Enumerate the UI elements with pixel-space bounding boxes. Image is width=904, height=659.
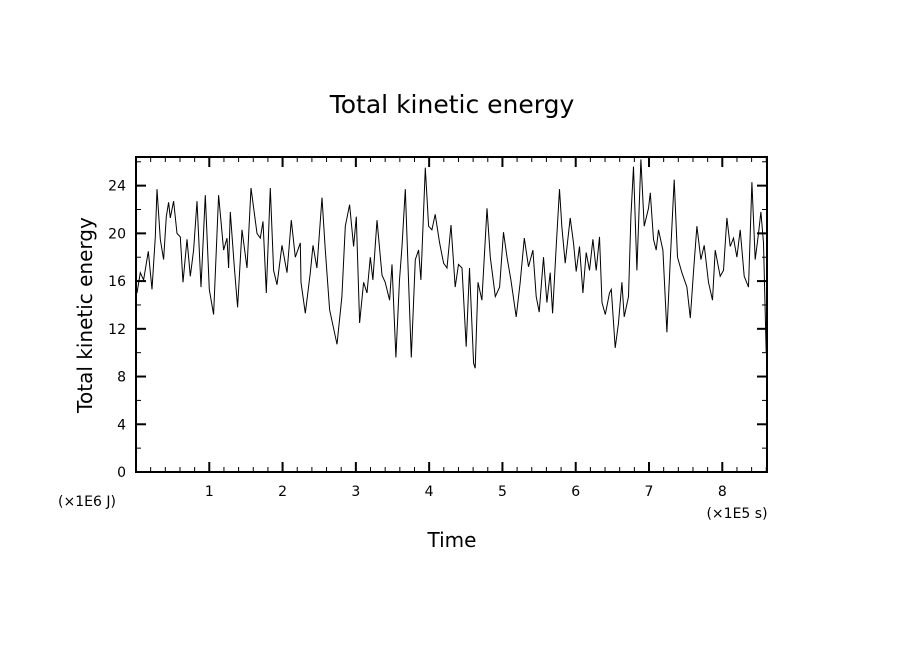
y-tick-label: 12	[108, 322, 126, 338]
y-tick-label: 0	[117, 465, 126, 481]
x-tick-label: 6	[571, 484, 580, 500]
x-tick-label: 1	[205, 484, 214, 500]
x-tick-label: 7	[645, 484, 654, 500]
y-tick-label: 8	[117, 370, 126, 386]
x-unit-label: (×1E5 s)	[706, 506, 767, 522]
plot-frame	[135, 156, 768, 473]
y-tick-label: 4	[117, 417, 126, 433]
x-axis-label: Time	[427, 528, 477, 552]
y-axis-label: Total kinetic energy	[73, 217, 97, 414]
x-tick-label: 5	[498, 484, 507, 500]
y-tick-label: 24	[108, 179, 126, 195]
x-tick-label: 2	[278, 484, 287, 500]
x-tick-label: 3	[351, 484, 360, 500]
y-tick-label: 20	[108, 226, 126, 242]
x-tick-label: 4	[425, 484, 434, 500]
y-unit-label: (×1E6 J)	[58, 494, 116, 510]
axis-ticks	[136, 157, 767, 472]
chart-title: Total kinetic energy	[329, 90, 575, 119]
y-tick-label: 16	[108, 274, 126, 290]
series-line-total-kinetic-energy	[136, 159, 767, 369]
x-tick-label: 8	[718, 484, 727, 500]
